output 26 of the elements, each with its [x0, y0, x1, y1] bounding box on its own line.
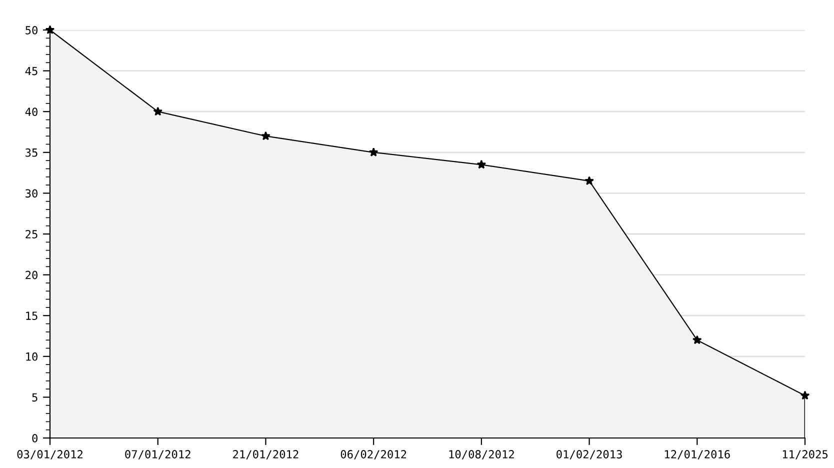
x-tick-label: 12/01/2016 — [665, 450, 730, 460]
point — [153, 106, 163, 116]
x-tick-label: 21/01/2012 — [233, 450, 298, 460]
x-tick-label: 06/02/2012 — [340, 450, 406, 460]
y-tick-label: 40 — [25, 108, 38, 116]
x-tick-label: 03/01/2012 — [17, 450, 83, 460]
y-tick-label: 30 — [26, 189, 38, 198]
x-tick-label: 07/01/2012 — [125, 450, 190, 460]
y-tick-label: 10 — [26, 352, 38, 361]
y-tick-label: 0 — [32, 434, 38, 442]
point — [261, 131, 270, 140]
y-tick-label: 5 — [32, 393, 38, 402]
y-tick-label: 50 — [26, 26, 38, 34]
y-tick-label: 15 — [26, 312, 38, 320]
y-tick-label: 35 — [26, 148, 38, 157]
point — [368, 148, 378, 156]
y-tick-label: 45 — [25, 66, 38, 76]
point — [692, 335, 702, 344]
point — [800, 390, 810, 400]
x-tick-label: 01/02/2013 — [556, 450, 622, 460]
x-tick-label: 11/2025 — [782, 450, 828, 460]
y-tick-label: 20 — [26, 270, 38, 280]
point — [584, 176, 594, 186]
x-tick-label: 10/08/2012 — [449, 450, 514, 460]
y-tick-label: 25 — [26, 230, 38, 238]
point — [476, 160, 486, 169]
